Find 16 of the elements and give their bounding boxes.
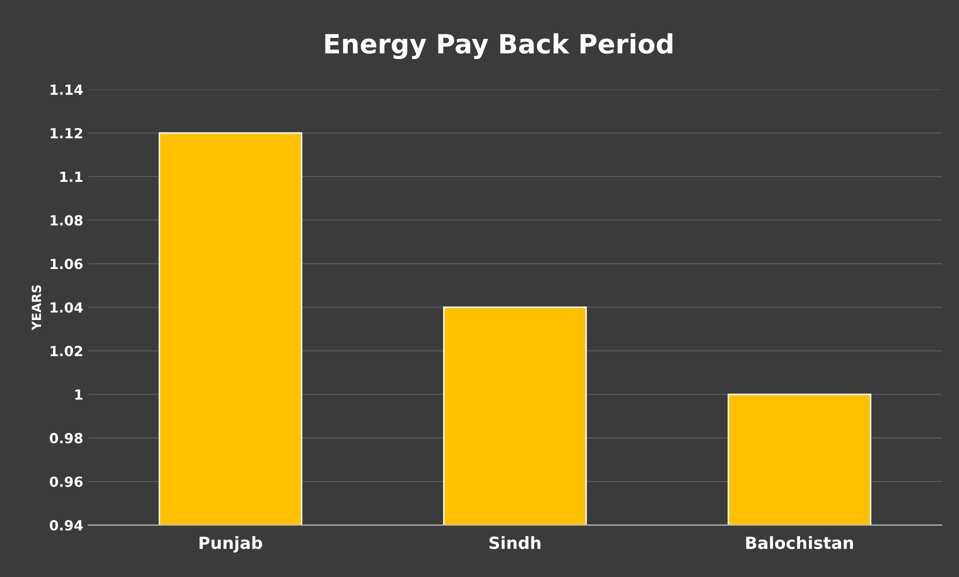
y-tick-label: 1.08	[50, 215, 83, 226]
x-tick-label: Balochistan	[746, 536, 853, 550]
y-tick-label: 1.04	[50, 302, 83, 313]
chart-title: Energy Pay Back Period	[325, 33, 672, 60]
y-axis-title: YEARS	[32, 285, 42, 330]
y-tick-label: 0.94	[50, 520, 83, 531]
y-tick-label: 1.1	[60, 172, 82, 182]
x-tick-label: Sindh	[489, 536, 540, 550]
y-tick-label: 1.06	[50, 258, 83, 270]
y-tick-label: 0.98	[50, 432, 83, 444]
y-tick-label: 0.96	[50, 476, 83, 487]
y-tick-label: 1.14	[50, 84, 83, 95]
y-tick-label: 1.12	[50, 128, 82, 138]
x-tick-label: Punjab	[200, 536, 262, 552]
y-tick-label: 1	[75, 390, 82, 400]
y-tick-label: 1.02	[50, 346, 82, 356]
